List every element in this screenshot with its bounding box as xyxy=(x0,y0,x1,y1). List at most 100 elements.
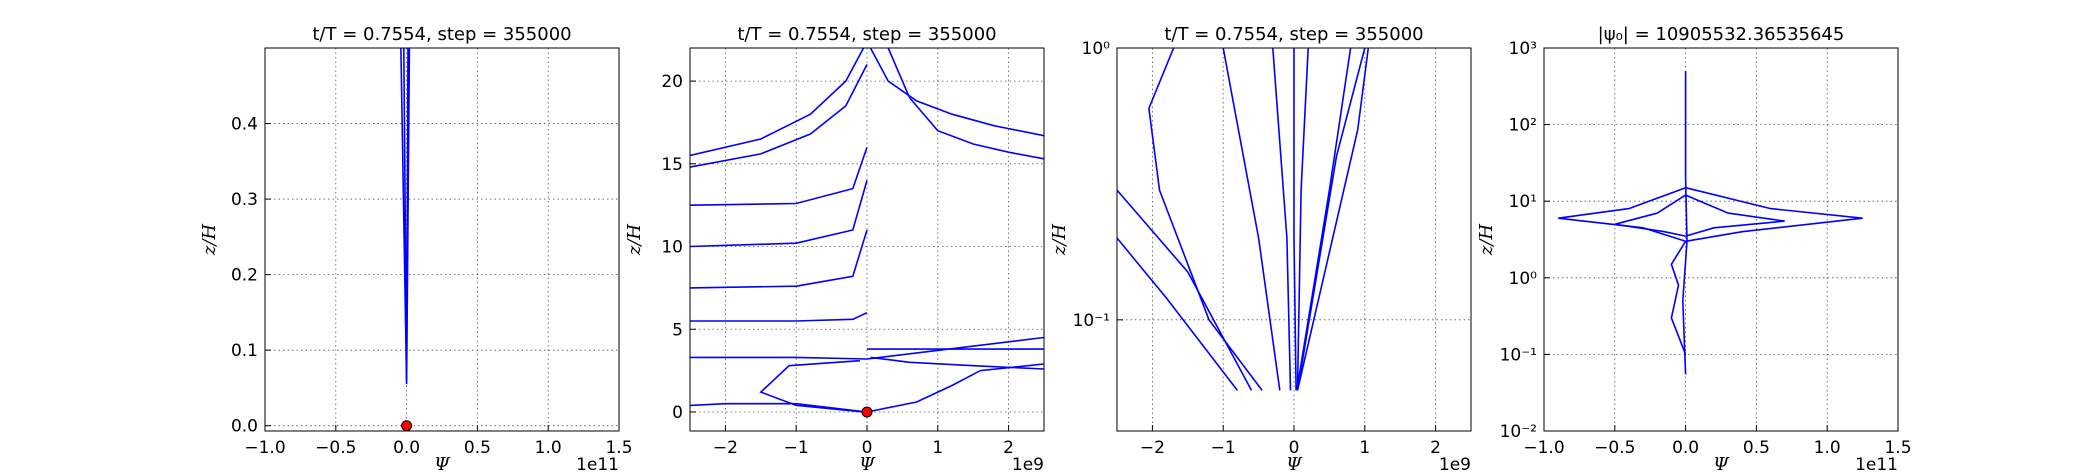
y-tick-label: 10¹ xyxy=(1509,192,1537,212)
x-tick-label: 0.0 xyxy=(1672,438,1699,458)
plot-area xyxy=(400,48,411,385)
x-tick-label: 1.0 xyxy=(535,438,562,458)
axes-frame xyxy=(1116,47,1472,432)
x-tick-label: −1 xyxy=(1211,438,1236,458)
series-line xyxy=(1222,48,1281,391)
series-line xyxy=(690,147,868,206)
x-axis-label: Ψ xyxy=(859,454,876,475)
x-tick-label: 1.5 xyxy=(605,438,632,458)
x-axis-label: Ψ xyxy=(434,454,451,475)
series-line xyxy=(1614,194,1687,237)
y-tick-label: 0.3 xyxy=(231,190,258,210)
x-tick-label: −1 xyxy=(784,438,809,458)
y-tick-label: 5 xyxy=(672,320,683,340)
series-line xyxy=(690,336,1044,360)
y-tick-label: 10 xyxy=(661,238,683,258)
series-line xyxy=(1117,189,1253,391)
series-line xyxy=(887,48,1044,160)
x-offset-label: 1e9 xyxy=(1439,455,1471,475)
series-line xyxy=(690,48,865,157)
series-line xyxy=(869,48,1044,137)
series-line xyxy=(866,363,1044,413)
y-axis-label: z/H xyxy=(1049,224,1070,257)
series-line xyxy=(1148,48,1263,391)
y-tick-label: 0.2 xyxy=(231,266,258,286)
x-tick-label: 1 xyxy=(932,438,943,458)
x-tick-label: 0.5 xyxy=(464,438,491,458)
plot-area xyxy=(690,48,1044,413)
x-tick-label: 2 xyxy=(1003,438,1014,458)
panel: −2 −1 0 1 2 10⁻¹ 10⁰ t/T = 0.7554, step = 35500… xyxy=(1049,24,1472,475)
marker xyxy=(401,420,413,432)
x-tick-label: 1 xyxy=(1359,438,1370,458)
series-line xyxy=(1293,48,1297,391)
y-tick-label: 10⁻¹ xyxy=(1500,345,1537,365)
x-axis-label: Ψ xyxy=(1286,454,1303,475)
series-line xyxy=(403,48,409,381)
series-line xyxy=(1681,71,1688,375)
panel-title: |ψ₀| = 10905532.36535645 xyxy=(1598,24,1845,45)
panel-title: t/T = 0.7554, step = 355000 xyxy=(737,24,996,45)
panel-title: t/T = 0.7554, step = 355000 xyxy=(1164,24,1423,45)
series-line xyxy=(690,311,868,322)
x-offset-label: 1e9 xyxy=(1012,455,1044,475)
y-tick-label: 0 xyxy=(672,403,683,423)
series-line xyxy=(690,229,868,289)
series-line xyxy=(1296,48,1370,391)
y-tick-label: 20 xyxy=(661,72,683,92)
x-offset-label: 1e11 xyxy=(1855,455,1898,475)
series-line xyxy=(1670,240,1687,355)
y-tick-label: 10⁰ xyxy=(1082,39,1111,59)
series-line xyxy=(1296,48,1352,391)
series-line xyxy=(1296,48,1366,391)
y-tick-label: 10³ xyxy=(1509,39,1537,59)
plot-area xyxy=(1558,71,1863,375)
panel-title: t/T = 0.7554, step = 355000 xyxy=(312,24,571,45)
series-line xyxy=(690,64,868,168)
marker xyxy=(861,406,873,418)
series-line xyxy=(1117,237,1239,391)
y-axis-label: z/H xyxy=(199,224,220,257)
y-tick-label: 10² xyxy=(1509,116,1537,136)
y-tick-label: 0.4 xyxy=(231,115,258,135)
x-tick-label: −1.0 xyxy=(244,438,285,458)
series-line xyxy=(1296,48,1309,391)
y-tick-label: 10⁻² xyxy=(1500,422,1537,442)
x-tick-label: −1.0 xyxy=(1523,438,1564,458)
series-line xyxy=(1685,186,1863,243)
axes-frame xyxy=(689,47,1045,432)
series-line xyxy=(759,359,864,413)
series-line xyxy=(690,402,868,413)
plot-area xyxy=(1117,48,1370,391)
x-tick-label: −0.5 xyxy=(1594,438,1635,458)
axes-frame xyxy=(264,47,620,432)
axes-frame xyxy=(1543,47,1899,432)
x-tick-label: 0 xyxy=(862,438,873,458)
x-tick-label: −2 xyxy=(713,438,738,458)
series-line xyxy=(1558,186,1686,243)
series-line xyxy=(1272,48,1292,391)
y-tick-label: 0.1 xyxy=(231,341,258,361)
x-tick-label: 0.5 xyxy=(1743,438,1770,458)
x-tick-label: 2 xyxy=(1430,438,1441,458)
x-tick-label: 0.0 xyxy=(393,438,420,458)
x-tick-label: 1.0 xyxy=(1814,438,1841,458)
panel: −1.0 −0.5 0.0 0.5 1.0 1.5 0.0 0.1 0.2 0.3 0.4 t/T =… xyxy=(199,24,633,475)
y-tick-label: 0.0 xyxy=(231,417,258,437)
x-axis-label: Ψ xyxy=(1713,454,1730,475)
series-line xyxy=(690,180,868,248)
y-axis-label: z/H xyxy=(1476,224,1497,257)
x-tick-label: 0 xyxy=(1289,438,1300,458)
x-tick-label: −0.5 xyxy=(315,438,356,458)
y-tick-label: 10⁻¹ xyxy=(1073,311,1110,331)
x-tick-label: −2 xyxy=(1140,438,1165,458)
x-tick-label: 1.5 xyxy=(1884,438,1911,458)
x-offset-label: 1e11 xyxy=(576,455,619,475)
y-tick-label: 10⁰ xyxy=(1509,269,1538,289)
y-tick-label: 15 xyxy=(661,155,683,175)
series-line xyxy=(1685,194,1785,237)
y-axis-label: z/H xyxy=(624,224,645,257)
series-line xyxy=(400,48,411,385)
